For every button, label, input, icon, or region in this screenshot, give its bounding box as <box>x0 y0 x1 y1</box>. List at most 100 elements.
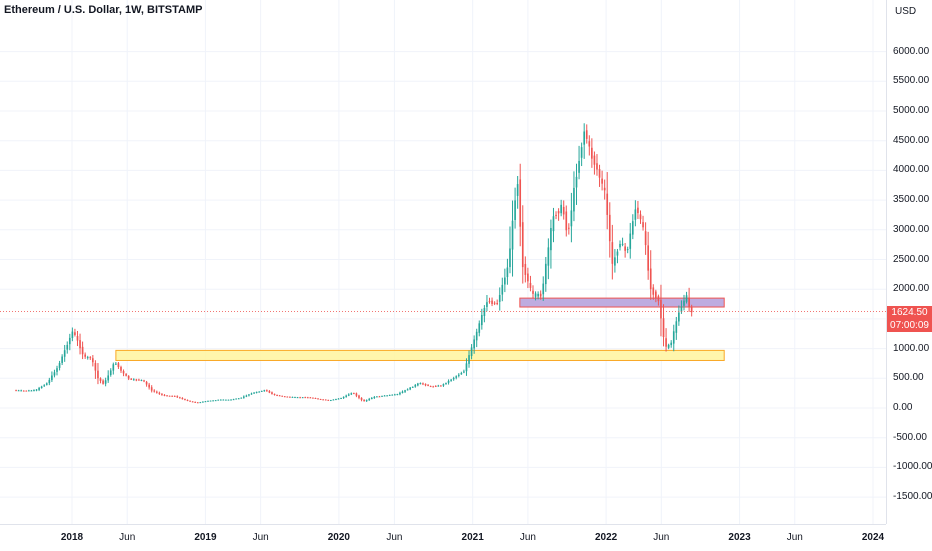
candle-body <box>480 315 483 326</box>
candle-body <box>580 147 583 158</box>
candle-body <box>168 395 171 397</box>
candle-body <box>296 397 299 399</box>
candle-body <box>248 394 250 396</box>
y-tick-label: 0.00 <box>893 402 913 413</box>
candle-body <box>393 394 396 396</box>
candle-body <box>470 347 473 357</box>
candle-body <box>670 342 673 346</box>
candle <box>363 399 365 402</box>
candle-body <box>268 390 271 393</box>
candle-body <box>291 396 294 398</box>
candle <box>232 398 235 401</box>
candle-body <box>237 398 240 400</box>
candle <box>534 291 537 301</box>
candle <box>22 390 25 392</box>
candle-body <box>68 337 71 345</box>
candle <box>186 399 189 402</box>
candle-body <box>642 222 644 228</box>
candle <box>483 305 486 323</box>
yellow-zone <box>115 349 725 361</box>
candle <box>242 395 245 399</box>
candle <box>634 200 637 227</box>
candle-body <box>399 392 401 395</box>
time-axis[interactable]: 2018 Jun 2019 Jun 2020 Jun 2021 Jun 2022 Jun 2023 J… <box>0 524 886 551</box>
candle <box>606 172 609 230</box>
candle <box>432 385 435 388</box>
chart-plot[interactable] <box>0 0 886 524</box>
candle <box>258 391 261 393</box>
candle-body <box>386 395 388 397</box>
price-axis[interactable]: USD 6000.00 5500.00 5000.00 4500.00 4000.00 3… <box>886 0 932 524</box>
y-tick-label: -1000.00 <box>893 461 932 473</box>
candle-body <box>189 400 191 402</box>
candle-body <box>179 397 181 399</box>
candle-body <box>562 206 565 215</box>
candle <box>601 170 603 191</box>
candle-body <box>568 227 570 229</box>
candle <box>63 344 66 362</box>
candle-body <box>583 131 586 145</box>
candle-body <box>273 393 276 395</box>
candle-body <box>575 176 578 188</box>
candle <box>355 392 358 398</box>
x-tick-label: Jun <box>119 532 136 543</box>
candle-body <box>132 379 135 381</box>
candle-body <box>20 390 23 392</box>
candle <box>350 392 353 396</box>
x-tick-label: 2018 <box>60 532 84 543</box>
candle <box>115 362 117 366</box>
candle-body <box>514 200 516 220</box>
candle <box>588 135 591 156</box>
candle <box>478 320 481 337</box>
candle <box>660 284 662 337</box>
candle-body <box>688 297 690 308</box>
x-tick-label: Jun <box>252 532 269 543</box>
candle-body <box>120 367 122 371</box>
candle-body <box>340 398 342 400</box>
candle-body <box>38 387 40 390</box>
candle <box>330 399 332 402</box>
candle-body <box>667 344 670 348</box>
candle-body <box>299 397 301 399</box>
candle-body <box>608 214 611 242</box>
candle-body <box>30 390 33 392</box>
candle <box>92 355 94 367</box>
candle-body <box>330 400 332 402</box>
candle-body <box>373 397 376 399</box>
candle <box>253 392 255 394</box>
candle-body <box>347 394 350 396</box>
candle <box>488 297 491 304</box>
candle-body <box>598 169 601 178</box>
candle <box>56 365 58 376</box>
candle <box>117 362 120 369</box>
x-tick-label: 2022 <box>594 532 618 543</box>
candle-body <box>368 398 371 401</box>
candle <box>324 399 327 401</box>
candle-body <box>473 339 475 349</box>
candle-body <box>309 397 312 399</box>
candle-body <box>171 395 174 397</box>
candle <box>214 400 217 402</box>
candle-body <box>409 387 411 390</box>
candle-body <box>301 397 304 399</box>
candle-body <box>539 293 542 297</box>
candle-body <box>680 306 683 312</box>
x-tick-label: 2024 <box>861 532 885 543</box>
candle <box>283 396 286 398</box>
candle <box>644 222 647 255</box>
candle <box>40 385 43 389</box>
candle <box>419 382 422 385</box>
candle <box>104 377 107 387</box>
candle <box>30 389 33 392</box>
candle <box>322 399 324 401</box>
candle-body <box>406 389 409 391</box>
candle-body <box>250 393 253 395</box>
candle <box>68 333 71 351</box>
candle <box>493 301 496 306</box>
candle <box>158 391 161 395</box>
candle-body <box>519 179 522 227</box>
candle-body <box>335 399 337 401</box>
candle <box>593 151 596 175</box>
candle <box>263 389 266 392</box>
